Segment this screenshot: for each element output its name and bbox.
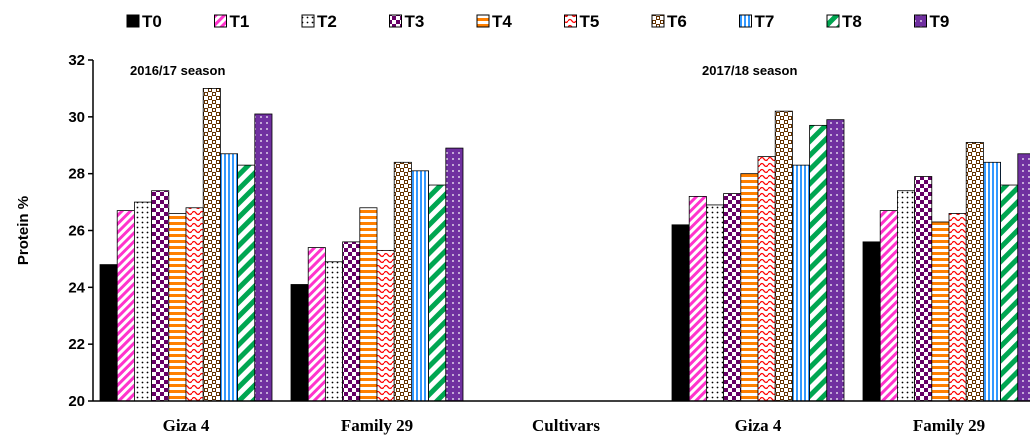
- bar-2-t6: [393, 161, 412, 402]
- bar-1-t9: [254, 113, 273, 402]
- bar-1-t6: [202, 88, 221, 402]
- y-tick-label: 24: [68, 279, 85, 296]
- legend-label-t7: T7: [755, 12, 775, 31]
- legend-label-t9: T9: [930, 12, 950, 31]
- legend-label-t5: T5: [580, 12, 600, 31]
- x-axis-title: Cultivars: [532, 416, 600, 435]
- season-label: 2016/17 season: [130, 63, 225, 78]
- legend-swatch-t3: [389, 14, 402, 28]
- bar-2-t7: [410, 170, 429, 402]
- category-label: Family 29: [341, 416, 413, 435]
- bar-3-t2: [706, 204, 725, 402]
- bar-3-t5: [757, 156, 776, 402]
- legend-swatch-t1: [214, 14, 227, 28]
- category-label: Giza 4: [735, 416, 782, 435]
- category-label: Giza 4: [163, 416, 210, 435]
- bar-3-t3: [723, 193, 742, 402]
- bar-1-t0: [99, 264, 118, 402]
- bar-4-t1: [879, 210, 898, 402]
- bar-2-t0: [290, 284, 309, 402]
- bar-3-t6: [774, 110, 793, 402]
- legend-label-t0: T0: [142, 12, 162, 31]
- y-tick-label: 22: [68, 336, 85, 353]
- bar-2-t9: [445, 147, 464, 402]
- bar-1-t3: [151, 190, 170, 402]
- bar-2-t5: [376, 249, 395, 402]
- y-axis: 20 22 24 26 28 30 32 Protein %: [15, 52, 94, 410]
- bar-1-t5: [185, 207, 204, 402]
- category-label: Family 29: [913, 416, 985, 435]
- season-label: 2017/18 season: [702, 63, 797, 78]
- legend-swatch-t2: [301, 14, 315, 28]
- y-tick-label: 30: [68, 109, 85, 126]
- legend-swatch-t5: [564, 14, 577, 28]
- bar-3-t0: [671, 224, 690, 402]
- legend-label-t3: T3: [405, 12, 425, 31]
- bar-4-t3: [914, 176, 933, 402]
- legend-swatch-t7: [739, 14, 752, 28]
- bar-2-t1: [307, 247, 326, 402]
- bar-1-t7: [219, 153, 238, 402]
- bar-4-t6: [965, 142, 984, 402]
- legend-swatch-t6: [651, 14, 665, 28]
- y-tick-label: 28: [68, 166, 85, 183]
- bar-1-t1: [116, 210, 135, 402]
- bar-4-t7: [983, 161, 1002, 402]
- bar-4-t2: [897, 190, 916, 402]
- bar-3-t1: [688, 195, 707, 402]
- legend-swatch-t0: [126, 14, 140, 28]
- y-tick-label: 32: [68, 52, 85, 69]
- legend-label-t6: T6: [667, 12, 687, 31]
- bar-4-t8: [1000, 184, 1019, 402]
- bar-3-t4: [740, 173, 759, 402]
- bar-1-t4: [168, 213, 187, 402]
- labels: Giza 4 2016/17 season Family 29 Giza 4 2017/…: [130, 63, 985, 435]
- bar-2-t4: [359, 207, 378, 402]
- bar-3-t7: [792, 164, 811, 402]
- bar-4-t0: [862, 241, 881, 402]
- legend-label-t2: T2: [317, 12, 337, 31]
- legend-swatch-t9: [914, 14, 927, 28]
- y-axis-title: Protein %: [15, 196, 32, 265]
- bar-4-t9: [1017, 153, 1030, 402]
- legend-label-t4: T4: [492, 12, 512, 31]
- y-tick-label: 20: [68, 393, 85, 410]
- bar-4-t4: [931, 221, 950, 402]
- bar-3-t8: [809, 124, 828, 402]
- legend-label-t8: T8: [842, 12, 862, 31]
- y-tick-label: 26: [68, 223, 85, 240]
- bar-1-t8: [237, 164, 256, 402]
- legend-swatch-t8: [826, 14, 840, 28]
- legend: T0 T1 T2 T3 T4 T5 T6 T7 T8 T9: [126, 12, 950, 31]
- bar-2-t2: [324, 261, 343, 402]
- bar-2-t3: [342, 241, 361, 402]
- bars: [99, 88, 1030, 402]
- legend-swatch-t4: [476, 14, 490, 28]
- bar-3-t9: [826, 119, 845, 402]
- legend-label-t1: T1: [230, 12, 250, 31]
- bar-2-t8: [428, 184, 447, 402]
- bar-4-t5: [948, 213, 967, 402]
- bar-1-t2: [133, 201, 152, 402]
